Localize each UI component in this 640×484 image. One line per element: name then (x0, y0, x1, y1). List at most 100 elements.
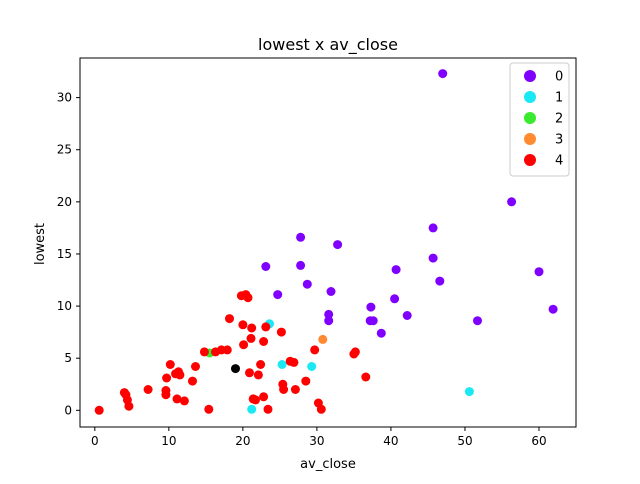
data-point (390, 294, 400, 304)
data-point (324, 309, 334, 319)
data-point (161, 386, 171, 395)
data-point (296, 260, 306, 270)
data-point (143, 385, 153, 394)
data-point (307, 362, 317, 371)
data-point (191, 362, 200, 371)
data-point (376, 328, 386, 338)
data-point (333, 240, 343, 250)
data-point (199, 347, 209, 357)
x-tick-label: 0 (91, 434, 99, 448)
y-tick-label: 0 (64, 403, 72, 417)
data-point (296, 232, 306, 242)
data-point (247, 323, 257, 333)
data-point (324, 316, 334, 326)
data-point (245, 368, 254, 378)
data-point (368, 316, 378, 326)
data-point (366, 302, 376, 312)
data-point (273, 290, 283, 300)
data-point (261, 322, 271, 332)
legend-label: 1 (555, 91, 563, 106)
data-point (316, 404, 326, 414)
series-3 (318, 334, 328, 344)
data-point (225, 314, 234, 324)
y-tick-label: 5 (64, 351, 72, 365)
data-point (507, 197, 517, 207)
data-point (428, 253, 438, 263)
data-point (162, 373, 172, 383)
legend-entry: 3 (524, 133, 563, 148)
data-point (261, 262, 271, 271)
axes-frame (79, 57, 577, 428)
data-point (238, 320, 248, 330)
data-point (534, 267, 544, 277)
legend-label: 2 (555, 112, 563, 127)
data-point (473, 316, 482, 326)
data-point (165, 360, 175, 369)
legend-label: 4 (555, 154, 563, 169)
data-point (124, 401, 134, 411)
data-point (438, 69, 448, 79)
data-point (302, 279, 312, 289)
y-tick-label: 25 (57, 143, 72, 157)
data-point (179, 396, 189, 406)
data-point (172, 394, 182, 404)
x-tick-label: 60 (531, 434, 546, 448)
data-point (188, 376, 197, 386)
legend-box (509, 62, 570, 177)
x-axis-label: av_close (300, 457, 356, 472)
y-tick-label: 20 (57, 195, 72, 209)
data-point (256, 360, 266, 369)
data-point (326, 287, 336, 296)
data-point (276, 327, 286, 337)
legend-marker (524, 133, 536, 145)
legend-marker (524, 112, 536, 124)
data-point (263, 404, 273, 414)
data-point (277, 360, 287, 369)
data-point (279, 385, 289, 394)
data-point (222, 345, 232, 355)
legend-entry: 2 (524, 112, 563, 127)
x-tick-label: 10 (161, 434, 176, 448)
data-point (239, 340, 249, 350)
data-point (464, 387, 474, 397)
data-point (310, 345, 320, 355)
legend-entry: 1 (524, 91, 563, 106)
data-point (246, 333, 256, 343)
legend-marker (524, 91, 536, 103)
legend: 0 1 2 3 4 (509, 62, 570, 177)
data-point (350, 347, 360, 357)
data-point (391, 265, 401, 275)
legend-marker (524, 70, 536, 82)
y-tick-label: 10 (57, 299, 72, 313)
x-tick-label: 50 (457, 434, 472, 448)
data-point (290, 385, 300, 394)
data-point (251, 395, 260, 405)
data-point (231, 364, 240, 374)
y-tick-label: 15 (57, 247, 72, 261)
series-0 (261, 69, 558, 338)
data-point (204, 404, 214, 414)
y-axis-label: lowest (33, 223, 48, 265)
chart-title: lowest x av_close (258, 35, 398, 55)
data-point (318, 334, 328, 344)
data-point (253, 370, 263, 380)
data-point (301, 376, 311, 386)
series-1 (247, 319, 474, 414)
y-tick-label: 30 (57, 91, 72, 105)
data-point (175, 370, 185, 380)
series-4 (94, 290, 371, 415)
data-point (259, 392, 269, 402)
legend-entry: 0 (524, 70, 563, 85)
data-point (94, 405, 104, 415)
data-point (402, 311, 412, 320)
data-point (259, 337, 269, 346)
data-point (247, 404, 257, 414)
data-point (289, 357, 299, 367)
data-point (428, 223, 438, 233)
legend-label: 0 (555, 70, 563, 85)
x-tick-label: 30 (309, 434, 324, 448)
data-point (548, 304, 558, 314)
